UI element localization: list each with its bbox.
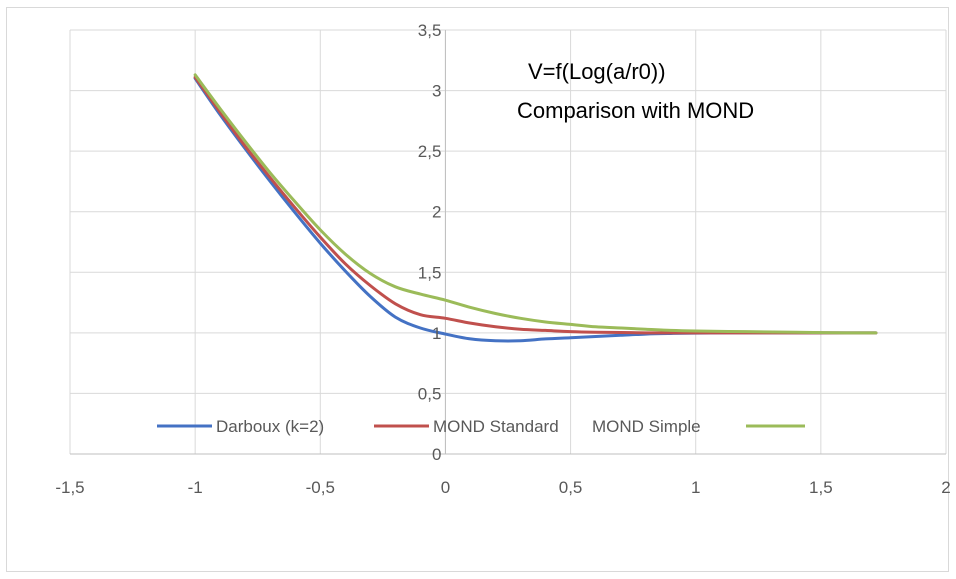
series-lines	[193, 73, 878, 343]
gridlines	[69, 29, 947, 454]
series-line-1	[193, 75, 878, 335]
chart-title: V=f(Log(a/r0)) Comparison with MOND	[517, 59, 754, 123]
chart-area	[6, 7, 949, 572]
x-tick-label: 0	[441, 478, 450, 497]
legend-label-mond-standard: MOND Standard	[433, 417, 559, 436]
x-tick-label: -1	[188, 478, 203, 497]
y-tick-label: 0	[432, 445, 441, 464]
y-tick-label: 1,5	[418, 263, 442, 282]
title-line-1: V=f(Log(a/r0))	[528, 59, 666, 84]
y-tick-label: 1	[432, 324, 441, 343]
x-tick-label: 1,5	[809, 478, 833, 497]
y-tick-label: 3	[432, 82, 441, 101]
x-tick-label: 2	[941, 478, 950, 497]
x-tick-label: -0,5	[306, 478, 335, 497]
x-tick-label: 1	[691, 478, 700, 497]
x-tick-label: 0,5	[559, 478, 583, 497]
y-tick-label: 0,5	[418, 384, 442, 403]
series-line-2	[193, 73, 878, 335]
legend: Darboux (k=2) MOND Standard MOND Simple	[157, 417, 805, 436]
legend-label-mond-simple: MOND Simple	[592, 417, 701, 436]
tick-labels: -1,5 -1 -0,5 0 0,5 1 1,5 2 0 0,5 1 1,5 2 2,5 3 3,5	[55, 21, 950, 497]
x-tick-label: -1,5	[55, 478, 84, 497]
axes	[70, 30, 946, 455]
legend-label-darboux: Darboux (k=2)	[216, 417, 324, 436]
y-tick-label: 2,5	[418, 142, 442, 161]
y-tick-label: 3,5	[418, 21, 442, 40]
y-tick-label: 2	[432, 203, 441, 222]
title-line-2: Comparison with MOND	[517, 98, 754, 123]
